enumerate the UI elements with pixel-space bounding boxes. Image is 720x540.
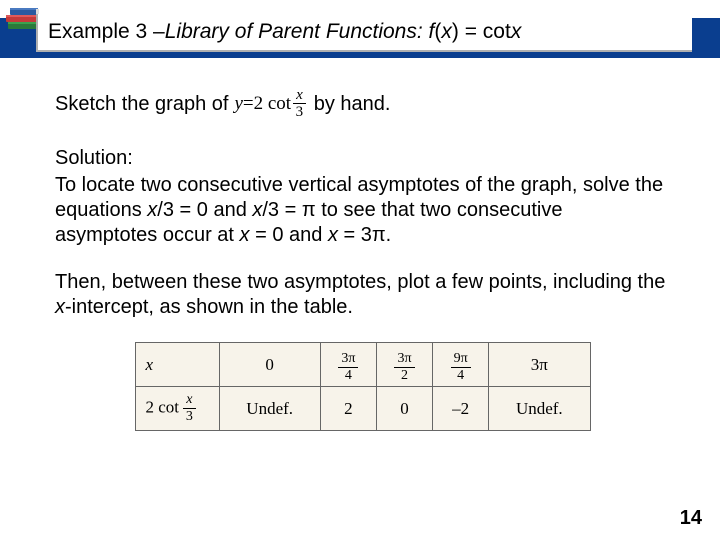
row1-head: x [135,343,219,387]
solution-para-1: To locate two consecutive vertical asymp… [55,173,670,248]
equation: y = 2 cot x 3 [228,88,313,120]
p1-x3: x [240,224,250,246]
cell-y-2: 0 [376,387,432,431]
eqn-y: y [234,92,242,116]
frac-2-num: 3π [394,352,414,368]
frac-3-den: 4 [457,368,464,383]
table-row: x 0 3π4 3π2 9π4 3π [135,343,590,387]
p1-x4: x [328,224,338,246]
table-row: 2 cot x3 Undef. 2 0 –2 Undef. [135,387,590,431]
slide-title: Example 3 – Library of Parent Functions:… [36,14,692,52]
title-text-2: Library of Parent Functions: f [165,20,435,44]
header: Example 3 – Library of Parent Functions:… [0,0,720,58]
page-number: 14 [680,507,702,530]
p1-e: = 3π. [338,224,391,246]
solution-heading: Solution: [55,146,670,171]
cell-y-0: Undef. [219,387,320,431]
p1-d: = 0 and [250,224,328,246]
sketch-pre: Sketch the graph of [55,92,228,117]
cell-x-3: 9π4 [433,343,489,387]
row2-coef: 2 cot [146,397,184,416]
value-table-wrap: x 0 3π4 3π2 9π4 3π 2 cot x3 Undef. 2 0 –… [135,342,591,431]
value-table: x 0 3π4 3π2 9π4 3π 2 cot x3 Undef. 2 0 –… [135,342,591,431]
cell-x-1: 3π4 [320,343,376,387]
p1-x1: x [147,199,157,221]
cell-y-3: –2 [433,387,489,431]
frac-3-num: 9π [451,352,471,368]
p1-x2: x [252,199,262,221]
cell-y-4: Undef. [489,387,590,431]
cell-x-4: 3π [489,343,590,387]
cell-x-0: 0 [219,343,320,387]
title-text-6: x [511,20,522,44]
frac-2: 3π2 [394,352,414,383]
eqn-num: x [293,88,306,104]
frac-2-den: 2 [401,368,408,383]
p2-x: x [55,296,65,318]
row2-den: 3 [186,409,193,424]
row2-num: x [183,393,195,409]
cell-y-1: 2 [320,387,376,431]
sketch-post: by hand. [314,92,391,117]
eqn-eq: = [243,92,254,116]
frac-1: 3π4 [338,352,358,383]
title-text-5: ) = cot [452,20,511,44]
frac-1-den: 4 [345,368,352,383]
row1-head-text: x [146,355,154,374]
eqn-coef: 2 cot [254,92,291,116]
frac-3: 9π4 [451,352,471,383]
frac-1-num: 3π [338,352,358,368]
p2-a: Then, between these two asymptotes, plot… [55,271,665,293]
title-text-4: x [441,20,452,44]
eqn-frac: x 3 [293,88,306,120]
row2-frac: x3 [183,393,195,424]
eqn-den: 3 [296,104,304,120]
prompt-line: Sketch the graph of y = 2 cot x 3 by han… [55,88,670,120]
p2-b: -intercept, as shown in the table. [65,296,353,318]
content-area: Sketch the graph of y = 2 cot x 3 by han… [0,58,720,431]
solution-para-2: Then, between these two asymptotes, plot… [55,270,670,320]
cell-x-2: 3π2 [376,343,432,387]
row2-head: 2 cot x3 [135,387,219,431]
title-text-1: Example 3 – [48,20,165,44]
p1-b: /3 = 0 and [157,199,252,221]
